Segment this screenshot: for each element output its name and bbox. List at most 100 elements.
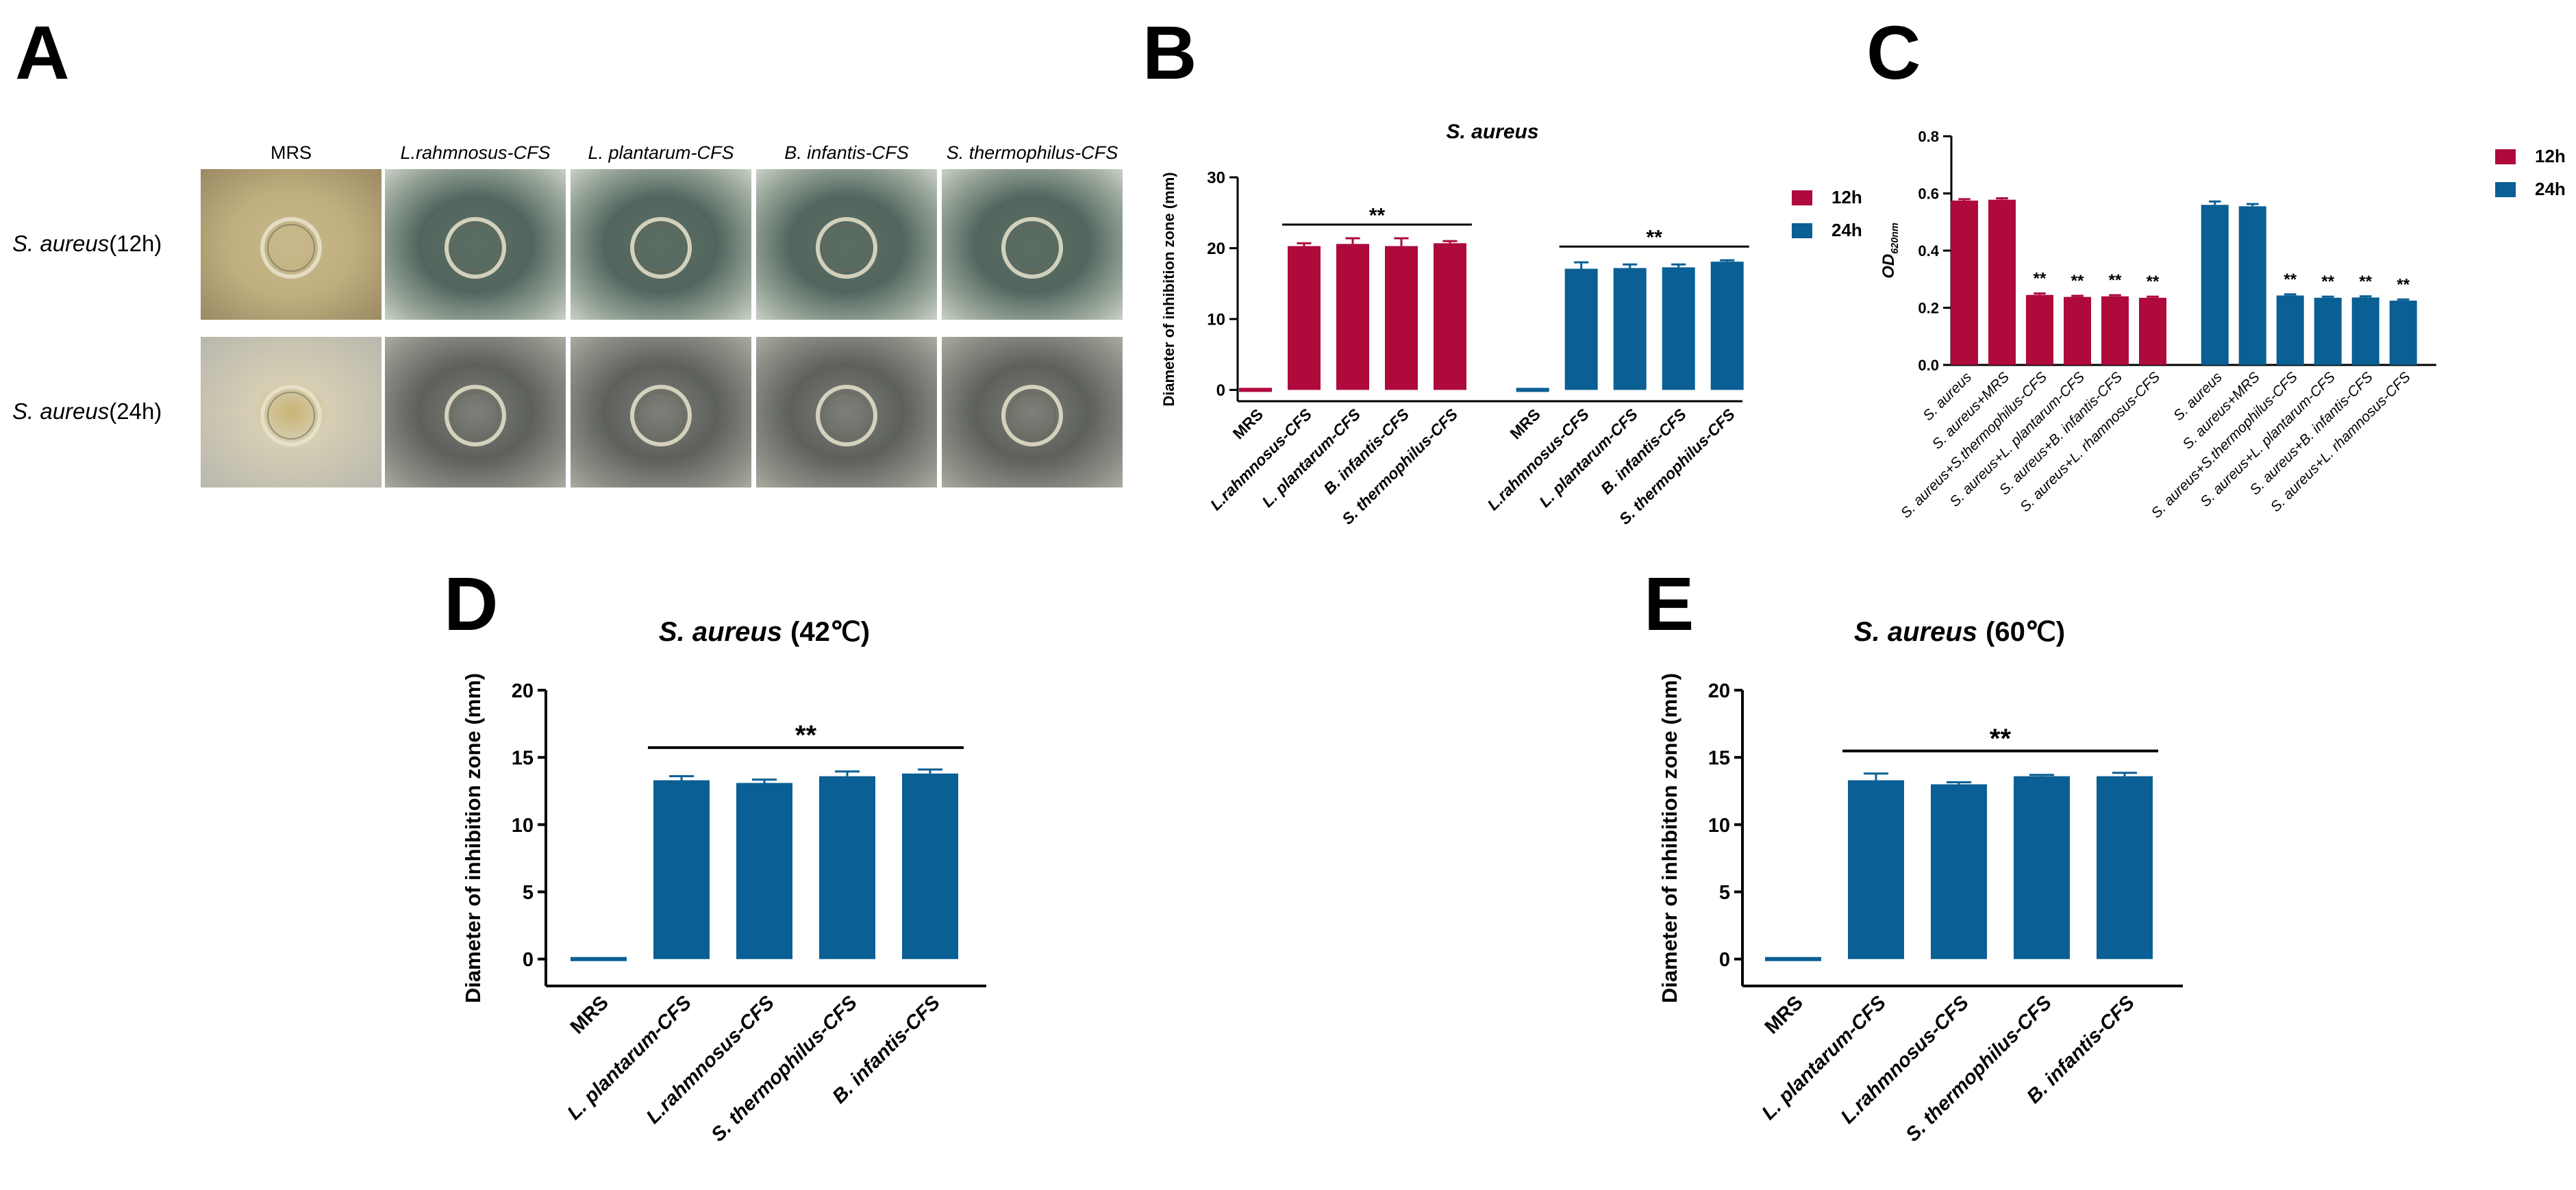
bar xyxy=(1434,243,1466,390)
y-tick-label: 10 xyxy=(1708,815,1730,837)
column-header: MRS xyxy=(271,142,312,163)
error-bar xyxy=(1946,781,1972,785)
row-label: S. aureus(24h) xyxy=(12,398,162,424)
legend-label: 24h xyxy=(1831,220,1862,240)
x-tick-label: MRS xyxy=(1229,405,1267,443)
error-bar xyxy=(1996,197,2008,200)
plate-photo xyxy=(942,337,1123,488)
y-tick-label: 10 xyxy=(512,815,534,837)
y-tick-label: 0.6 xyxy=(1918,185,1939,202)
well xyxy=(630,217,692,279)
significance: ** xyxy=(2397,275,2410,294)
error-bar xyxy=(2284,293,2297,296)
bar xyxy=(2014,776,2070,959)
error-bar xyxy=(917,768,943,774)
y-axis-label-text: Diameter of inhibition zone (mm) xyxy=(461,673,485,1003)
well xyxy=(1001,217,1063,279)
y-tick-label: 20 xyxy=(1207,240,1225,258)
well xyxy=(816,217,877,279)
bar xyxy=(2314,297,2342,365)
y-axis-label-text: OD xyxy=(1879,254,1898,279)
bar xyxy=(1710,262,1744,390)
significance: ** xyxy=(1647,226,1663,249)
title-condition: (42℃) xyxy=(790,617,870,647)
well-inner xyxy=(1008,224,1056,272)
error-bar xyxy=(2246,203,2259,207)
plate-photo xyxy=(201,337,382,488)
panel-letter: E xyxy=(1644,562,1694,646)
plate-photo xyxy=(571,337,751,488)
significance: ** xyxy=(2147,273,2160,291)
row-condition: (24h) xyxy=(109,398,162,424)
bar xyxy=(2389,301,2417,365)
y-tick-label: 10 xyxy=(1207,311,1225,329)
error-bar xyxy=(2029,774,2055,776)
legend-label: 24h xyxy=(2535,179,2566,199)
bar xyxy=(819,776,875,959)
x-tick-label: MRS xyxy=(1761,991,1808,1038)
bar xyxy=(1385,246,1418,390)
error-bar xyxy=(1623,263,1638,268)
significance: ** xyxy=(2359,273,2372,291)
error-bar xyxy=(1345,237,1360,244)
chart-title: S. aureus (42℃) xyxy=(659,617,870,647)
error-bar xyxy=(2321,295,2334,298)
y-axis-label: Diameter of inhibition zone (mm) xyxy=(461,673,485,1003)
plate-photo xyxy=(385,337,566,488)
error-bar xyxy=(2208,200,2221,205)
y-axis-label-sub: 620nm xyxy=(1890,223,1901,254)
bar xyxy=(1288,246,1321,390)
panel-letter: A xyxy=(15,11,69,95)
error-bar xyxy=(2397,298,2410,301)
legend-label: 12h xyxy=(1831,187,1862,207)
column-header: L.rahmnosus-CFS xyxy=(400,142,550,163)
row-species: S. aureus xyxy=(12,398,109,424)
y-tick-label: 0.8 xyxy=(1918,128,1939,145)
bar xyxy=(736,783,792,959)
y-tick-label: 0 xyxy=(523,949,534,971)
legend-swatch xyxy=(1792,190,1812,205)
bar xyxy=(2139,297,2166,365)
well xyxy=(260,217,322,279)
well-inner xyxy=(267,224,315,272)
well-inner xyxy=(1008,392,1056,440)
bar xyxy=(1951,200,1978,365)
y-axis-label-text: Diameter of inhibition zone (mm) xyxy=(1658,673,1681,1003)
y-tick-label: 15 xyxy=(512,748,534,770)
column-header: B. infantis-CFS xyxy=(784,142,909,163)
x-tick-label: B. infantis-CFS xyxy=(1597,405,1690,497)
bar xyxy=(2026,294,2053,365)
error-bar xyxy=(1863,772,1889,781)
significance: ** xyxy=(795,720,817,750)
title-condition: (60℃) xyxy=(1986,617,2065,647)
significance: ** xyxy=(1369,204,1386,227)
significance: ** xyxy=(2321,273,2334,291)
y-tick-label: 0 xyxy=(1216,381,1225,400)
error-bar xyxy=(1671,263,1686,268)
significance: ** xyxy=(2034,270,2047,288)
bar xyxy=(1336,244,1369,390)
legend-swatch xyxy=(1792,223,1812,238)
bar xyxy=(1848,780,1904,959)
y-tick-label: 5 xyxy=(523,882,534,904)
y-axis-label: Diameter of inhibition zone (mm) xyxy=(1160,172,1177,406)
y-tick-label: 5 xyxy=(1719,882,1730,904)
column-header: S. thermophilus-CFS xyxy=(947,142,1118,163)
plate-photo xyxy=(756,337,937,488)
error-bar xyxy=(2109,294,2121,296)
error-bar xyxy=(2034,292,2046,295)
bar xyxy=(1662,267,1695,390)
row-label: S. aureus(12h) xyxy=(12,231,162,256)
y-tick-label: 20 xyxy=(512,680,534,702)
legend-label: 12h xyxy=(2535,146,2566,166)
error-bar xyxy=(668,775,695,781)
bar xyxy=(1613,268,1647,390)
plate-photo xyxy=(201,169,382,320)
error-bar xyxy=(1297,242,1312,246)
error-bar xyxy=(1442,240,1458,244)
bar xyxy=(2351,297,2379,365)
error-bar xyxy=(1574,261,1589,269)
y-tick-label: 0.2 xyxy=(1918,299,1939,316)
